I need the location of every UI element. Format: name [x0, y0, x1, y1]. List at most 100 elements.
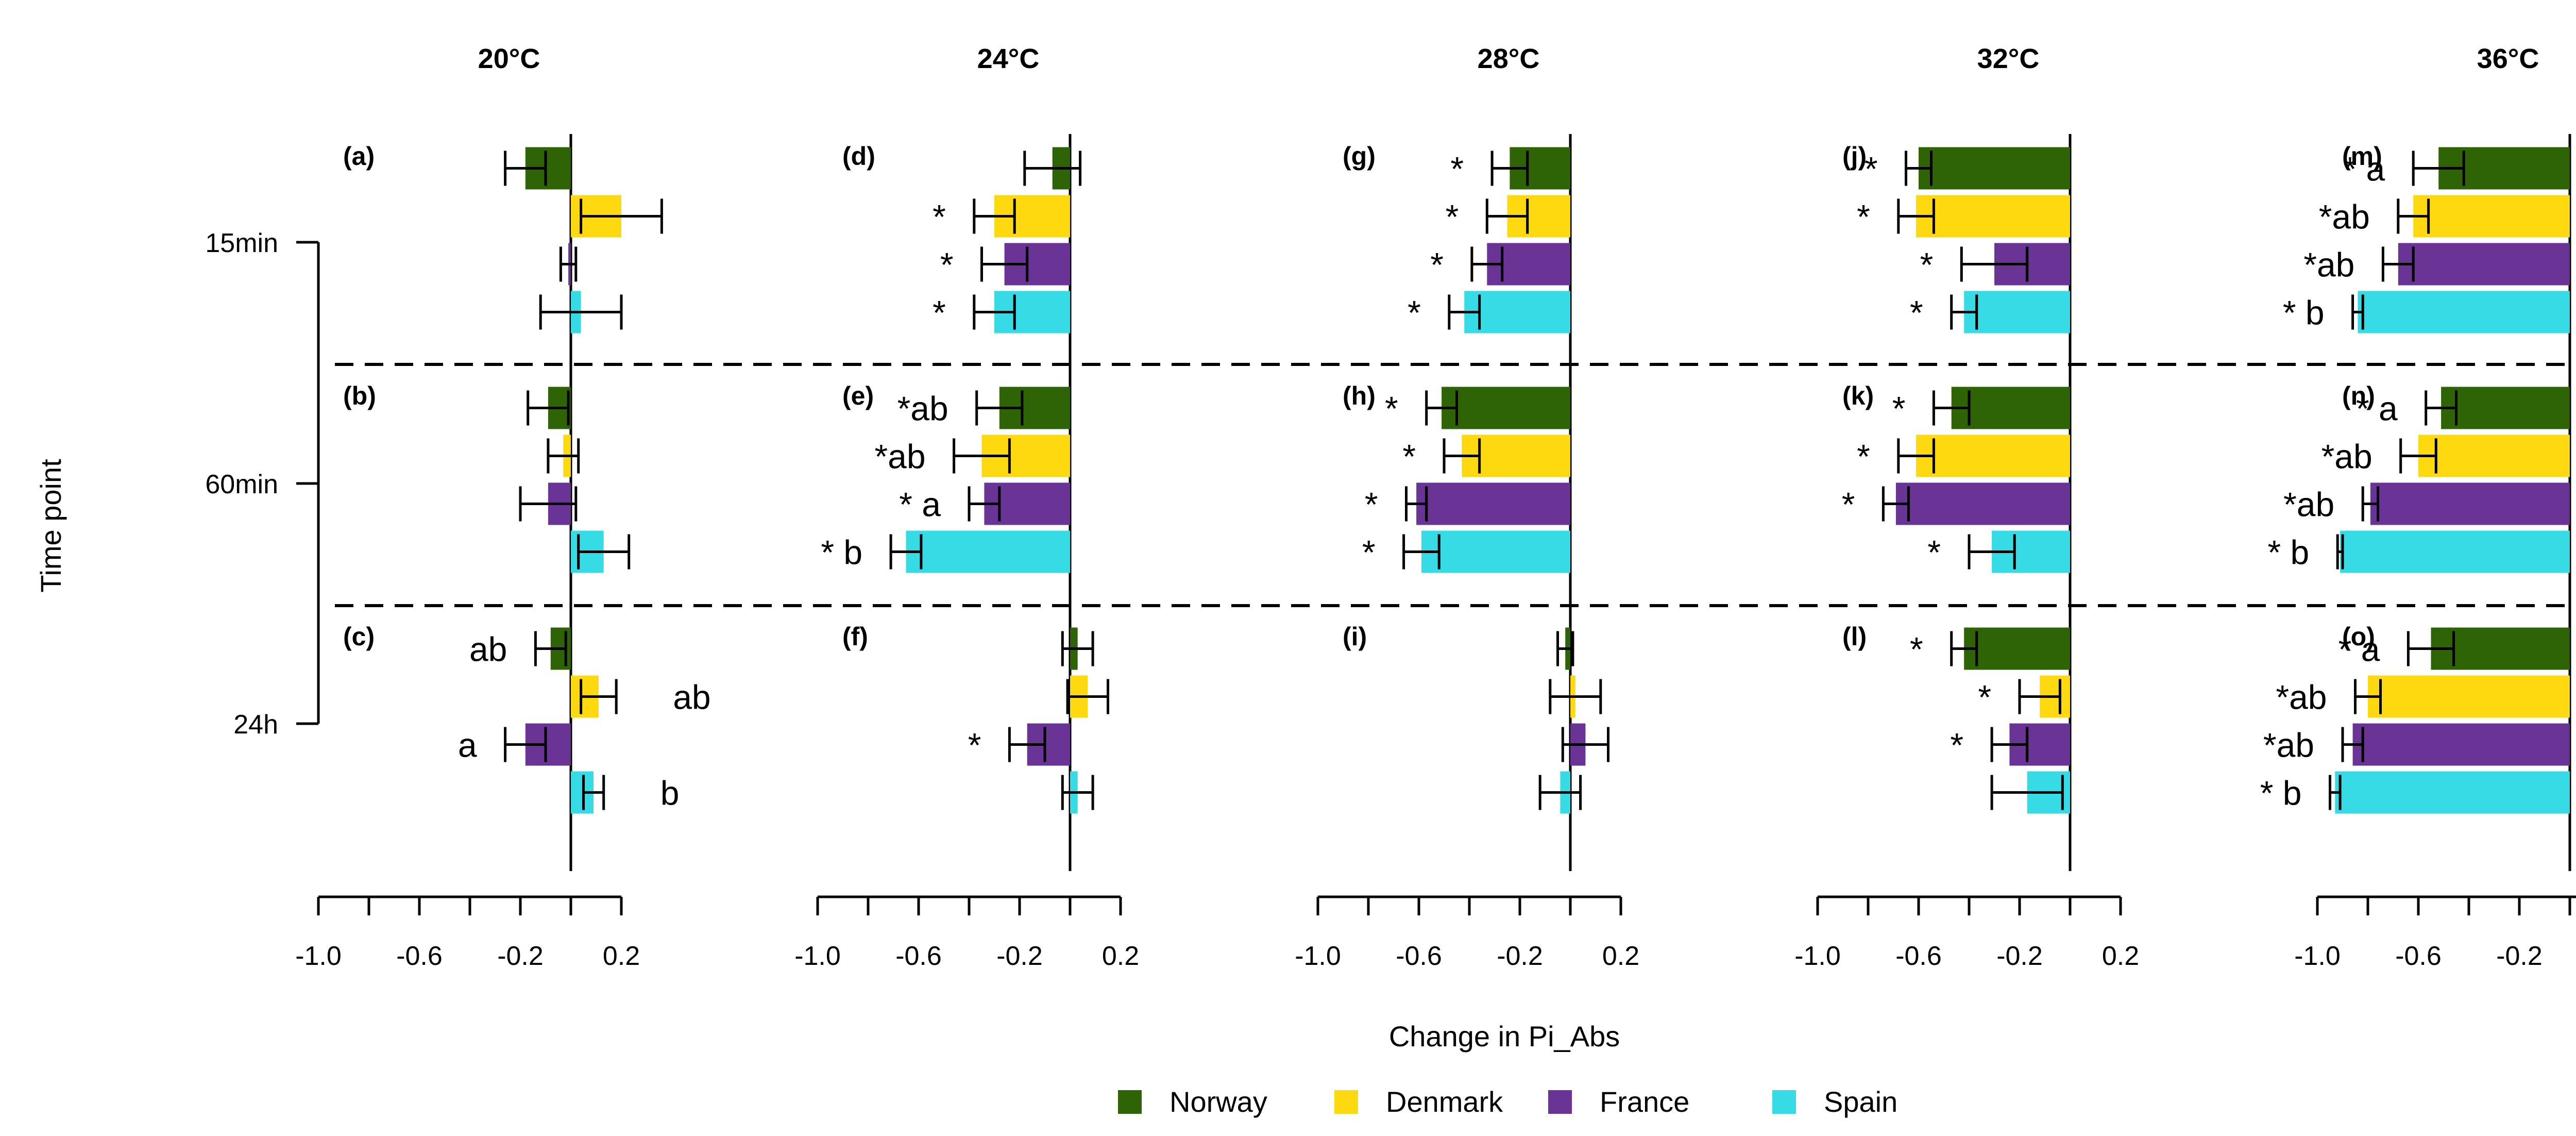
x-axis: -1.0-0.6-0.20.2: [2294, 895, 2576, 971]
panel: (l) * * *: [1842, 622, 2070, 814]
y-tick-label: 15min: [205, 228, 278, 258]
significance-annotation: a: [458, 726, 477, 764]
significance-annotation: *: [968, 726, 981, 764]
x-tick-label: -0.2: [2496, 941, 2543, 971]
significance-annotation: b: [660, 774, 680, 812]
legend: Norway Denmark France Spain: [1118, 1085, 1897, 1118]
x-tick-label: -1.0: [1295, 941, 1341, 971]
bar-spain: [906, 530, 1070, 573]
bar-denmark: [1916, 435, 2070, 477]
significance-annotation: *ab: [2263, 726, 2314, 764]
panel-label: (m): [2342, 142, 2382, 171]
bar-france: [2370, 482, 2570, 525]
bar-france: [2352, 723, 2570, 766]
legend-label: Denmark: [1386, 1085, 1503, 1118]
panel: (a): [343, 142, 663, 333]
panel: (m)* a *ab *ab * b: [2283, 142, 2570, 333]
legend-label: Spain: [1824, 1085, 1897, 1118]
bar-denmark: [1916, 195, 2070, 238]
bar-denmark: [2413, 195, 2570, 238]
bar-france: [1895, 482, 2070, 525]
legend-item-denmark: Denmark: [1334, 1085, 1503, 1118]
legend-swatch: [1548, 1090, 1572, 1114]
x-tick-label: -0.6: [396, 941, 443, 971]
panel-label: (b): [343, 381, 376, 410]
legend-item-spain: Spain: [1772, 1085, 1897, 1118]
significance-annotation: *: [1857, 198, 1870, 236]
panel: (e) *ab*ab* a* b: [821, 381, 1070, 573]
x-tick-label: 0.2: [1102, 941, 1139, 971]
bar-spain: [2340, 530, 2570, 573]
significance-annotation: * a: [899, 486, 941, 524]
panel-title: 32°C: [1977, 43, 2040, 74]
bar-spain: [1964, 291, 2070, 333]
panel: (b): [343, 381, 631, 573]
y-tick-label: 60min: [205, 470, 278, 499]
significance-annotation: *ab: [2276, 678, 2327, 716]
significance-annotation: *: [1857, 438, 1870, 476]
significance-annotation: *: [1385, 390, 1398, 428]
legend-item-france: France: [1548, 1085, 1689, 1118]
significance-annotation: *: [1365, 486, 1378, 524]
panel-label: (d): [842, 142, 875, 171]
significance-annotation: *: [933, 198, 946, 236]
panel: (j)****: [1842, 142, 2070, 333]
panel-label: (f): [842, 622, 868, 651]
significance-annotation: * a: [2343, 150, 2385, 188]
panel-label: (h): [1343, 381, 1376, 410]
panel-label: (i): [1343, 622, 1367, 651]
significance-annotation: *ab: [2283, 486, 2334, 524]
bar-spain: [2335, 771, 2570, 814]
significance-annotation: *: [1910, 294, 1923, 332]
y-tick-label: 24h: [233, 710, 278, 740]
legend-swatch: [1118, 1090, 1142, 1114]
time-point-axis: 15min 60min 24h: [205, 228, 320, 740]
x-tick-label: -0.2: [1497, 941, 1543, 971]
temperature-column-5: 36°C(m)* a*ab*ab* b(n)* a*ab*ab* b(o)* a…: [2260, 43, 2576, 971]
panel-label: (n): [2342, 381, 2375, 410]
x-tick-label: 0.2: [1602, 941, 1639, 971]
significance-annotation: *ab: [2303, 246, 2354, 284]
x-tick-label: -0.2: [1996, 941, 2043, 971]
significance-annotation: ab: [469, 630, 507, 669]
panel-label: (k): [1842, 381, 1874, 410]
x-tick-label: 0.2: [2102, 941, 2139, 971]
significance-annotation: * a: [2338, 630, 2380, 669]
significance-annotation: * b: [2283, 294, 2325, 332]
legend-label: France: [1600, 1085, 1689, 1118]
x-axis: -1.0 -0.6 -0.2 0.2: [1794, 895, 2139, 971]
significance-annotation: *: [1362, 533, 1376, 572]
legend-item-norway: Norway: [1118, 1085, 1267, 1118]
panel-label: (j): [1842, 142, 1867, 171]
x-tick-label: -0.6: [895, 941, 942, 971]
significance-annotation: *: [1865, 150, 1878, 188]
bar-spain: [1464, 291, 1570, 333]
significance-annotation: *: [1450, 150, 1464, 188]
x-tick-label: -1.0: [794, 941, 841, 971]
significance-annotation: *: [940, 246, 954, 284]
temperature-column-2: 24°C(d)***(e) *ab*ab* a* b(f)*-1.0 -0.6 -0.…: [794, 43, 1139, 971]
significance-annotation: ab: [673, 678, 710, 716]
significance-annotation: *ab: [2321, 438, 2372, 476]
panel-label: (e): [842, 381, 874, 410]
x-tick-label: -1.0: [2294, 941, 2341, 971]
bar-denmark: [2418, 435, 2570, 477]
x-tick-label: -0.2: [996, 941, 1043, 971]
significance-annotation: *: [1402, 438, 1416, 476]
x-tick-label: -1.0: [295, 941, 342, 971]
significance-annotation: *: [1978, 678, 1991, 716]
panel-label: (l): [1842, 622, 1867, 651]
bar-norway: [1919, 147, 2070, 190]
temperature-column-3: 28°C(g) ****(h) ****(i)-1.0 -0.6 -0.2 0.2: [1295, 43, 1639, 971]
panel-title: 24°C: [977, 43, 1040, 74]
panel-label: (g): [1343, 142, 1376, 171]
x-tick-label: -1.0: [1794, 941, 1841, 971]
bar-norway: [2441, 387, 2570, 429]
x-tick-label: -0.6: [1895, 941, 1942, 971]
panel-title: 28°C: [1478, 43, 1540, 74]
significance-annotation: *: [1446, 198, 1459, 236]
